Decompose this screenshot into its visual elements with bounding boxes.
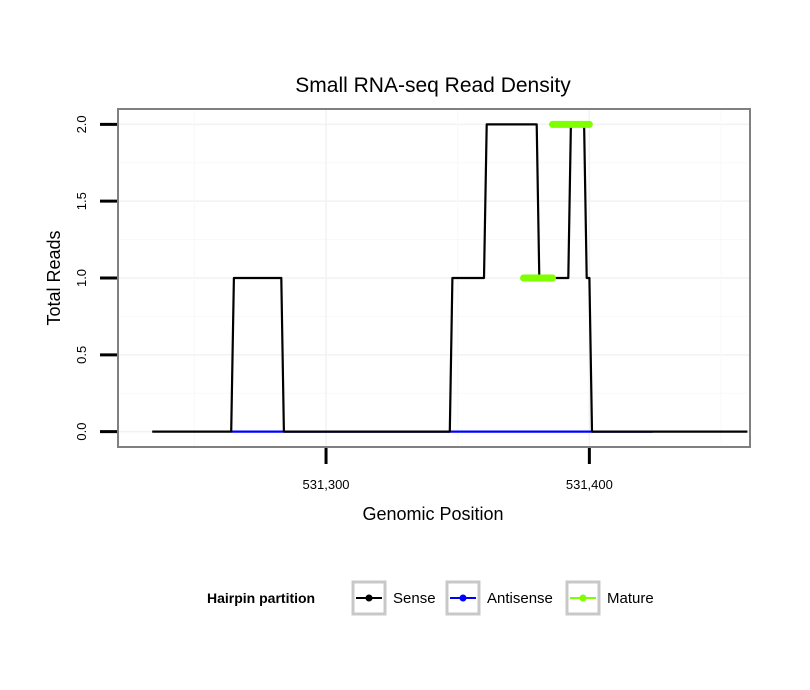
legend-title: Hairpin partition bbox=[207, 590, 315, 606]
y-tick-label-1: 0.5 bbox=[74, 346, 89, 364]
y-tick-label-2: 1.0 bbox=[74, 269, 89, 287]
legend-item-antisense: Antisense bbox=[445, 580, 553, 616]
legend-item-mature: Mature bbox=[565, 580, 654, 616]
legend-label-antisense: Antisense bbox=[487, 590, 553, 607]
x-tick-label-1: 531,400 bbox=[566, 477, 613, 492]
legend-label-sense: Sense bbox=[393, 590, 436, 607]
x-axis: 531,300 531,400 bbox=[303, 448, 613, 492]
y-tick-label-4: 2.0 bbox=[74, 115, 89, 133]
legend-key-mature bbox=[565, 580, 601, 616]
x-tick-label-0: 531,300 bbox=[303, 477, 350, 492]
x-axis-title: Genomic Position bbox=[362, 504, 503, 524]
legend-label-mature: Mature bbox=[607, 590, 654, 607]
legend-dot-sense bbox=[365, 594, 373, 602]
y-tick-label-0: 0.0 bbox=[74, 423, 89, 441]
legend: Hairpin partition Sense Antisense Mature bbox=[207, 580, 654, 616]
series-layer bbox=[152, 120, 748, 433]
y-axis: 0.0 0.5 1.0 1.5 2.0 bbox=[74, 115, 117, 441]
legend-dot-antisense bbox=[459, 594, 467, 602]
legend-item-sense: Sense bbox=[351, 580, 436, 616]
y-tick-label-3: 1.5 bbox=[74, 192, 89, 210]
panel-border bbox=[117, 108, 751, 448]
chart-title: Small RNA-seq Read Density bbox=[295, 74, 571, 97]
legend-dot-mature bbox=[579, 594, 587, 602]
plot-panel bbox=[117, 108, 751, 448]
y-axis-title: Total Reads bbox=[44, 230, 64, 325]
